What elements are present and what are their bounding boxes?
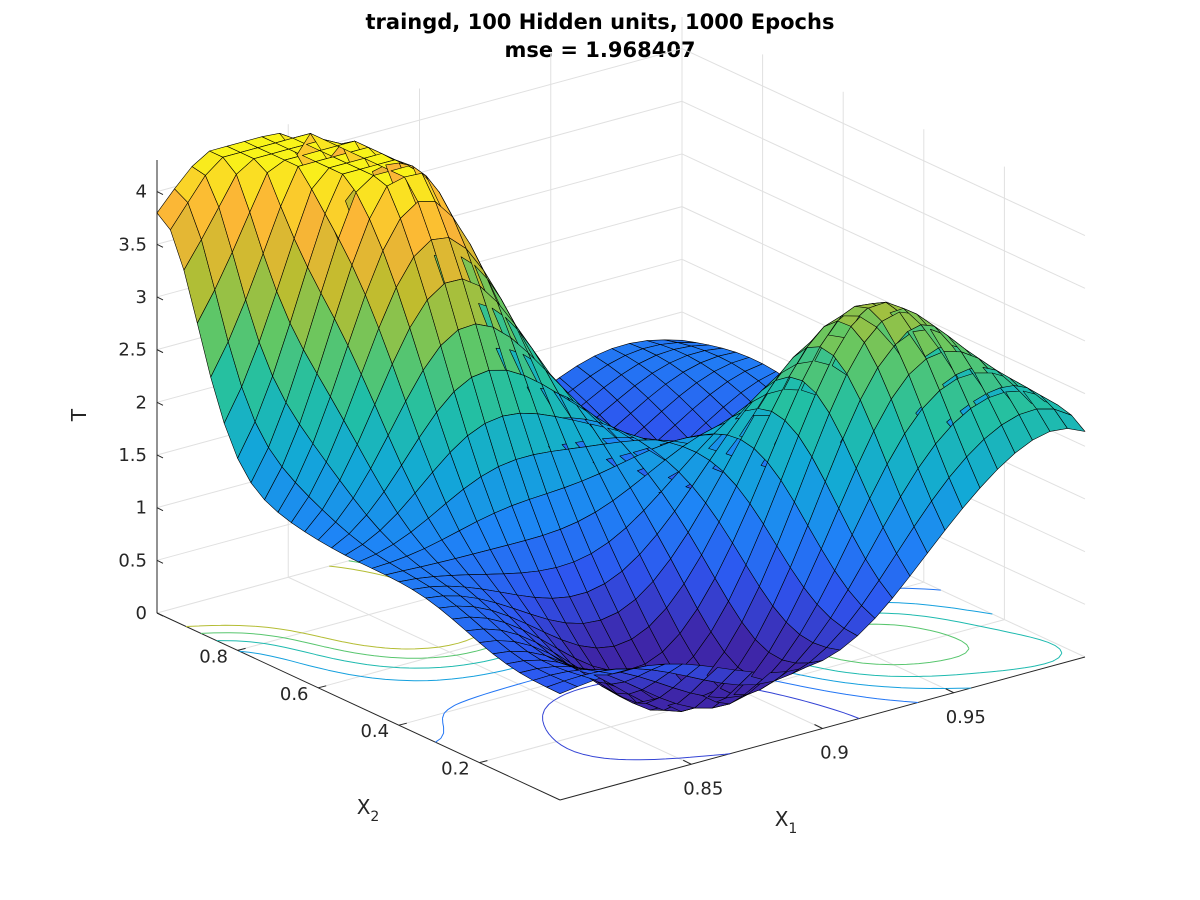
x2-tick-label: 0.2 (441, 759, 470, 780)
chart-subtitle: mse = 1.968407 (504, 38, 696, 62)
z-tick-label: 1.5 (118, 445, 147, 466)
z-tick-mark (156, 401, 164, 406)
x1-tick-label: 0.85 (683, 778, 723, 799)
z-tick-label: 2.5 (118, 340, 147, 361)
z-tick-mark (156, 454, 164, 459)
chart-title: traingd, 100 Hidden units, 1000 Epochs (365, 10, 835, 34)
x2-tick-mark (479, 760, 488, 764)
x2-axis-label: X2 (357, 795, 380, 825)
z-axis-label: T (67, 408, 91, 422)
z-tick-mark (156, 349, 164, 354)
x1-axis-label: X1 (775, 807, 798, 837)
z-tick-label: 4 (136, 182, 147, 203)
surface-mesh (156, 133, 1086, 712)
grid-line (681, 100, 1086, 289)
x1-tick-label: 0.95 (946, 707, 986, 728)
z-tick-label: 3 (136, 287, 147, 308)
z-tick-mark (156, 243, 164, 248)
x1-tick-mark (945, 688, 954, 694)
x2-tick-mark (237, 647, 246, 651)
z-tick-label: 2 (136, 392, 147, 413)
z-tick-label: 1 (136, 498, 147, 519)
z-tick-label: 0 (136, 603, 147, 624)
z-tick-label: 0.5 (118, 550, 147, 571)
grid-line (681, 206, 1086, 395)
x1-tick-label: 0.9 (820, 743, 849, 764)
surface-face (1053, 408, 1086, 432)
x1-tick-mark (814, 724, 823, 729)
x2-tick-label: 0.8 (199, 646, 228, 667)
z-tick-mark (156, 191, 164, 196)
grid-line (681, 153, 1086, 342)
x2-axis-label-subscript: 2 (370, 809, 379, 825)
x2-tick-label: 0.6 (280, 684, 309, 705)
z-tick-mark (156, 559, 164, 564)
x1-axis-label-subscript: 1 (788, 821, 797, 837)
z-tick-mark (156, 612, 164, 617)
grid-line (288, 576, 692, 765)
axis-labels: 0 0.5 1 1.5 2 2.5 3 3.5 4 0.85 0.9 0.95 0.2 0.4 0.6 0.8… (67, 182, 986, 837)
z-tick-label: 3.5 (118, 234, 147, 255)
z-tick-mark (156, 296, 164, 301)
x2-tick-mark (398, 722, 407, 726)
x2-tick-label: 0.4 (360, 721, 389, 742)
grid-line (681, 48, 1086, 237)
x1-tick-mark (683, 759, 692, 765)
z-tick-mark (156, 507, 164, 512)
x2-axis-line (156, 612, 561, 801)
x2-tick-mark (318, 685, 327, 689)
